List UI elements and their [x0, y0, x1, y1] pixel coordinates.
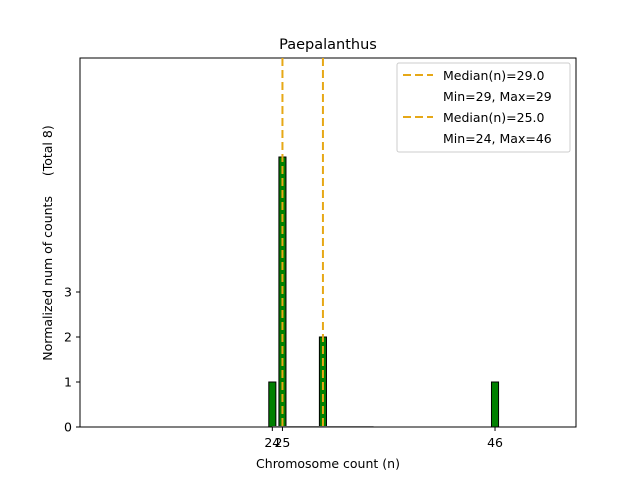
legend-median-label-2: Median(n)=25.0 — [443, 110, 544, 125]
legend-frame — [396, 62, 571, 153]
bar-24 — [268, 381, 277, 428]
y-axis-label-main: Normalized num of counts — [40, 196, 55, 361]
bar-46 — [490, 381, 500, 428]
x-tick-label-24: 24 — [264, 435, 280, 450]
chart-title: Paepalanthus — [279, 37, 377, 53]
x-tick-label-46: 46 — [487, 435, 503, 450]
legend: Median(n)=29.0 Min=29, Max=29 Median(n)=25… — [396, 62, 571, 153]
x-axis-label: Chromosome count (n) — [256, 456, 400, 471]
legend-range-label-2: Min=24, Max=46 — [443, 131, 552, 146]
legend-range-label-1: Min=29, Max=29 — [443, 89, 552, 104]
legend-median-label-1: Median(n)=29.0 — [443, 68, 544, 83]
y-tick-label-3: 3 — [64, 285, 72, 300]
y-tick-label-1: 1 — [64, 375, 72, 390]
y-axis-label: Normalized num of counts (Total 8) — [40, 125, 55, 360]
x-tick-label-25: 25 — [274, 435, 290, 450]
y-tick-label-2: 2 — [64, 330, 72, 345]
y-tick-label-0: 0 — [64, 420, 72, 435]
y-axis-label-total: (Total 8) — [40, 125, 55, 176]
